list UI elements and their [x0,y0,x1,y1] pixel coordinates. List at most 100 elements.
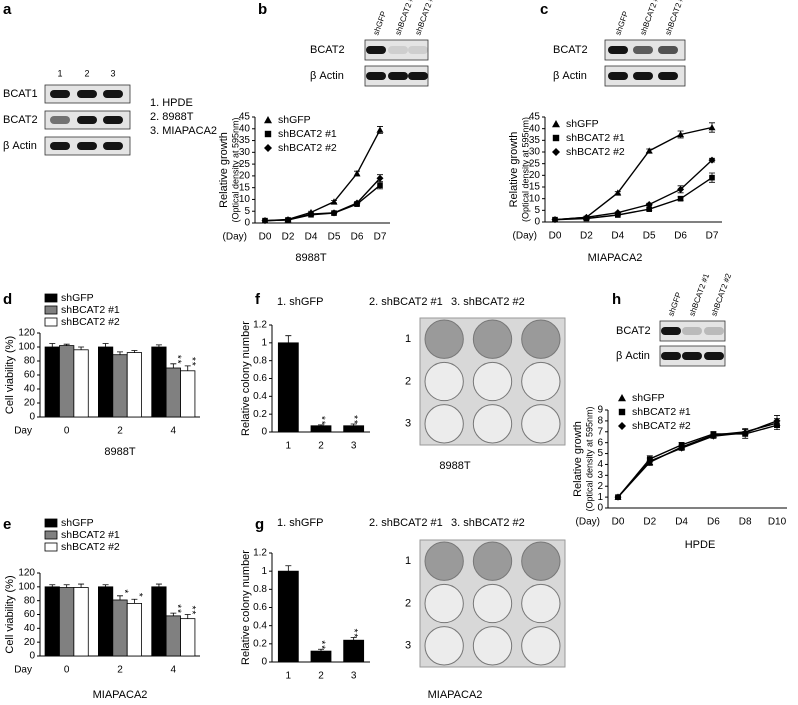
legend-label: shGFP [632,392,665,404]
legend-label: shBCAT2 #1 [566,132,625,144]
bar [126,352,142,418]
x-tick-label: 3 [351,671,357,682]
legend-swatch [44,317,58,327]
plate-well [521,626,561,666]
bar [73,349,89,418]
header-label: 3. shBCAT2 #2 [451,296,525,308]
blot-row-label: β Actin [310,70,344,82]
legend-marker [264,116,272,124]
y-tick-label: 20 [24,637,36,648]
y-tick-label: 120 [18,568,35,579]
blot-band [366,72,386,80]
y-axis-label: Relative colony number [240,321,252,436]
panel-label: h [612,291,621,308]
panel-label: g [255,516,264,533]
legend-marker [552,134,560,142]
x-tick-label: 1 [286,441,292,452]
y-tick-label: 0.4 [253,620,267,631]
legend-label: shGFP [61,292,94,304]
y-tick-label: 20 [529,170,541,181]
bar [180,370,196,418]
blot-band [103,90,123,98]
panel-label: a [3,1,12,18]
data-point [330,198,338,205]
plate-well [472,404,513,444]
lane-label: shBCAT2 #2 [663,0,687,36]
data-point [377,182,383,189]
significance: ** [186,606,197,616]
error-bar [131,598,138,604]
day-label: (Day) [576,517,600,528]
x-tick-label: D10 [768,517,787,528]
blot-strip [364,39,429,61]
legend-marker [618,394,626,402]
series-line [554,177,713,221]
plate-well [472,541,513,581]
data-point [353,170,361,177]
legend-label: shGFP [61,517,94,529]
y-tick-label: 1 [597,492,603,503]
x-tick-label: 4 [171,426,177,437]
data-point [708,124,716,131]
y-axis-sublabel: (Optical density at 595nm) [584,406,594,511]
plate-well [472,361,513,402]
blot-row-label: BCAT2 [310,44,345,56]
panel-label: c [540,1,548,18]
y-tick-label: 20 [239,171,251,182]
series-line [264,184,381,222]
y-tick-label: 0.2 [253,409,267,420]
x-tick-label: D5 [643,231,656,242]
legend-label: shBCAT2 #2 [566,146,625,158]
significance: ** [348,629,359,639]
bar [98,346,114,418]
bar [112,354,128,418]
x-tick-label: D7 [374,232,387,243]
legend-swatch [44,530,58,540]
y-tick-label: 15 [529,182,541,193]
significance: ** [315,416,326,426]
bar [180,618,196,657]
x-tick-label: 0 [64,426,70,437]
data-point [353,199,361,207]
x-tick-label: D0 [612,517,625,528]
x-axis-label: MIAPACA2 [588,252,643,264]
x-tick-label: D0 [259,232,272,243]
legend-swatch [44,305,58,315]
x-tick-label: D4 [675,517,688,528]
lane-label: shGFP [613,10,630,36]
day-label: (Day) [223,232,247,243]
header-label: 3. shBCAT2 #2 [451,517,525,529]
x-tick-label: D4 [611,231,624,242]
error-bar [285,335,292,343]
header-label: 2. shBCAT2 #1 [369,296,443,308]
legend-label: shGFP [278,114,311,126]
blot-band [366,46,386,54]
data-point [708,156,716,164]
y-tick-label: 80 [24,595,36,606]
error-bar [350,637,357,641]
blot-band [103,142,123,150]
blot-row-label: BCAT2 [616,325,651,337]
y-tick-label: 7 [597,426,603,437]
blot-band [682,327,702,335]
y-tick-label: 40 [239,123,251,134]
y-tick-label: 30 [239,147,251,158]
y-tick-label: 6 [597,437,603,448]
header-label: 1. shGFP [277,517,323,529]
y-tick-label: 15 [239,182,251,193]
day-label: Day [14,665,32,676]
legend-swatch [44,293,58,303]
blot-row-label: BCAT2 [3,114,38,126]
header-label: 2. shBCAT2 #1 [369,517,443,529]
y-tick-label: 9 [597,405,603,416]
day-label: (Day) [513,231,537,242]
data-point [307,210,315,218]
y-tick-label: 0.4 [253,391,267,402]
legend-marker [264,144,272,152]
data-point [330,209,338,217]
legend-label: shGFP [566,118,599,130]
blot-row-label: BCAT2 [553,44,588,56]
y-tick-label: 0.8 [253,584,267,595]
data-point [677,185,685,193]
